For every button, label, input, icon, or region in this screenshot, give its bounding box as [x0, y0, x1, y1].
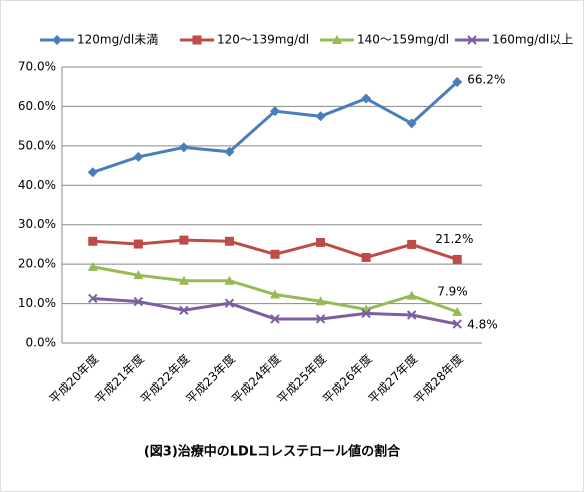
y-tick-label: 60.0% [18, 99, 56, 113]
chart-title: (図3)治療中のLDLコレステロール値の割合 [144, 444, 401, 460]
data-point [179, 235, 189, 245]
data-point [224, 275, 235, 285]
data-point [406, 290, 417, 300]
y-tick-label: 0.0% [26, 336, 57, 350]
data-point [316, 237, 326, 247]
legend-marker [52, 35, 62, 45]
data-point [133, 270, 144, 280]
data-point [270, 249, 280, 259]
data-label: 7.9% [437, 284, 468, 298]
y-tick-label: 30.0% [18, 217, 56, 231]
data-point [88, 293, 98, 304]
data-point [178, 142, 189, 153]
data-point [87, 261, 98, 271]
data-point [179, 305, 189, 315]
legend-label: 120mg/dl未満 [77, 33, 158, 47]
data-point [452, 254, 462, 264]
data-point [406, 118, 417, 129]
data-point [133, 239, 143, 249]
data-label: 4.8% [467, 318, 498, 332]
data-point [224, 298, 235, 308]
legend-marker [192, 35, 202, 45]
data-point [87, 167, 98, 178]
data-point [178, 275, 189, 285]
y-tick-label: 20.0% [18, 257, 56, 271]
legend-marker [467, 35, 477, 45]
data-point [452, 76, 463, 87]
data-point [452, 306, 463, 316]
legend-label: 160mg/dl以上 [492, 33, 573, 47]
y-tick-label: 70.0% [18, 60, 56, 74]
data-point [224, 146, 235, 157]
data-point [315, 296, 326, 306]
data-point [452, 319, 462, 329]
data-point [361, 93, 372, 104]
y-tick-label: 50.0% [18, 138, 56, 152]
data-point [406, 310, 417, 320]
data-point [361, 252, 371, 262]
data-point [270, 314, 280, 324]
data-point [88, 236, 98, 246]
data-point [315, 314, 326, 324]
data-label: 21.2% [435, 232, 473, 246]
data-point [407, 239, 417, 249]
data-point [224, 236, 234, 246]
data-point [133, 151, 144, 162]
data-point [270, 289, 280, 299]
data-point [270, 106, 280, 117]
y-tick-label: 40.0% [18, 178, 56, 192]
legend-label: 120～139mg/dl [217, 33, 309, 47]
data-point [133, 296, 144, 307]
y-tick-label: 10.0% [18, 296, 56, 310]
data-point [361, 308, 371, 319]
data-label: 66.2% [467, 72, 505, 86]
legend-label: 140～159mg/dl [357, 33, 449, 47]
legend-marker [332, 35, 342, 44]
data-point [315, 111, 326, 122]
